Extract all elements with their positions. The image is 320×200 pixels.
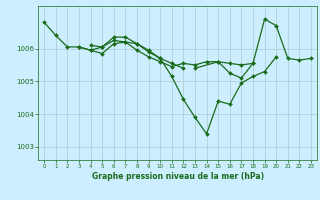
X-axis label: Graphe pression niveau de la mer (hPa): Graphe pression niveau de la mer (hPa) [92, 172, 264, 181]
